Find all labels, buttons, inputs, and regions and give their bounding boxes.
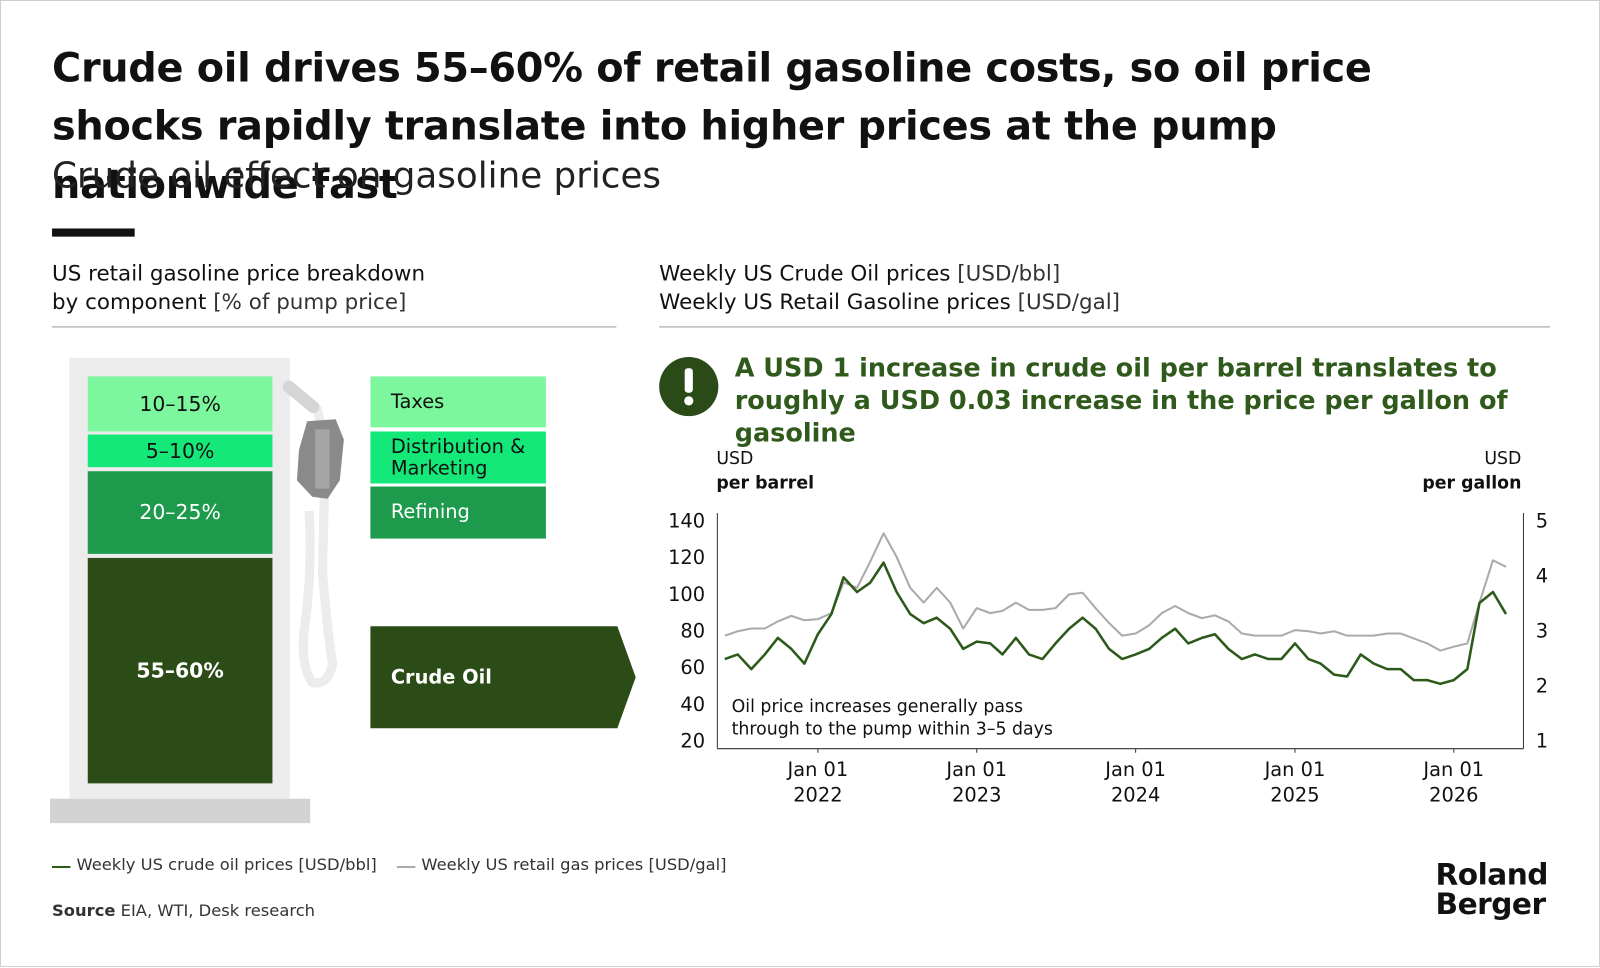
x-tick-label: Jan 01 2025 bbox=[1264, 758, 1326, 807]
y2-axis-title: per gallon bbox=[1422, 473, 1522, 494]
y-axis-unit: USD bbox=[716, 448, 754, 470]
chart-header: Weekly US Crude Oil prices [USD/bbl] Wee… bbox=[659, 259, 1120, 316]
segment-label: Crude Oil bbox=[390, 665, 492, 688]
chart-unit: [USD/bbl] bbox=[957, 261, 1061, 286]
y2-tick-label: 3 bbox=[1535, 620, 1549, 643]
segment-block bbox=[87, 471, 273, 554]
source-label: Source bbox=[52, 900, 116, 921]
segment-box bbox=[370, 486, 546, 539]
pump-base bbox=[49, 798, 311, 824]
source: Source EIA, WTI, Desk research bbox=[52, 901, 315, 920]
annotation: Oil price increases generally pass throu… bbox=[731, 696, 1053, 740]
legend-label: Weekly US crude oil prices [USD/bbl] bbox=[76, 854, 377, 875]
segment-label: Refining bbox=[390, 500, 470, 524]
logo: Roland Berger bbox=[1435, 856, 1549, 922]
segment-range: 20–25% bbox=[139, 499, 221, 525]
y2-tick-label: 5 bbox=[1535, 510, 1549, 533]
source-text: EIA, WTI, Desk research bbox=[120, 900, 316, 921]
y-tick-label: 40 bbox=[680, 693, 706, 717]
series-line bbox=[724, 561, 1508, 686]
breakdown-unit: [% of pump price] bbox=[213, 289, 407, 315]
divider bbox=[52, 326, 617, 328]
y-tick-label: 100 bbox=[668, 583, 706, 606]
logo-text: Roland bbox=[1435, 856, 1549, 892]
subtitle: Crude oil effect on gasoline prices bbox=[52, 156, 662, 197]
y-tick-label: 140 bbox=[668, 510, 706, 533]
breakdown-title: by component bbox=[52, 289, 207, 315]
segment-box bbox=[370, 431, 546, 484]
segment-box bbox=[370, 376, 546, 428]
y2-axis-label: USD per gallon bbox=[1422, 447, 1521, 496]
x-tick-label: Jan 01 2022 bbox=[787, 758, 849, 807]
segment-block bbox=[87, 434, 273, 468]
callout-icon bbox=[684, 368, 693, 393]
pump-nozzle bbox=[315, 429, 330, 489]
segment-range: 10–15% bbox=[139, 391, 221, 417]
divider bbox=[659, 326, 1550, 328]
y-tick-label: 120 bbox=[668, 546, 706, 570]
y2-tick-label: 2 bbox=[1535, 675, 1549, 698]
x-tick-label: Jan 01 2024 bbox=[1105, 758, 1166, 807]
chart-unit: [USD/gal] bbox=[1017, 289, 1121, 315]
segment-block bbox=[87, 376, 273, 432]
segment-box bbox=[370, 626, 636, 729]
legend-label: Weekly US retail gas prices [USD/gal] bbox=[421, 854, 727, 875]
breakdown-header: US retail gasoline price breakdown by co… bbox=[52, 259, 425, 316]
x-tick-label: Jan 01 2023 bbox=[946, 758, 1008, 807]
y-tick-label: 20 bbox=[680, 730, 706, 753]
segment-block bbox=[87, 557, 273, 784]
y-axis-title: per barrel bbox=[716, 473, 815, 494]
y-tick-label: 60 bbox=[680, 656, 706, 680]
pump-nozzle bbox=[282, 380, 320, 414]
logo-text: Berger bbox=[1435, 886, 1547, 922]
y-axis-label: USD per barrel bbox=[716, 447, 814, 496]
segment-range: 5–10% bbox=[145, 438, 215, 464]
series-line bbox=[724, 532, 1507, 652]
callout: A USD 1 increase in crude oil per barrel… bbox=[734, 352, 1508, 448]
callout-icon bbox=[684, 396, 694, 406]
x-tick-label: Jan 01 2026 bbox=[1423, 758, 1485, 807]
title: Crude oil drives 55–60% of retail gasoli… bbox=[52, 45, 1372, 209]
accent-bar bbox=[52, 228, 135, 237]
y2-tick-label: 1 bbox=[1535, 730, 1549, 753]
y2-tick-label: 4 bbox=[1535, 565, 1549, 588]
chart-title: Weekly US Crude Oil prices bbox=[659, 261, 951, 286]
segment-range: 55–60% bbox=[136, 657, 224, 683]
y-tick-label: 80 bbox=[680, 620, 706, 643]
segment-label: Taxes bbox=[390, 390, 445, 413]
segment-label: Distribution & Marketing bbox=[390, 435, 526, 479]
legend-swatch bbox=[396, 865, 416, 869]
breakdown-title: US retail gasoline price breakdown bbox=[52, 261, 426, 286]
pump-hose bbox=[286, 383, 338, 688]
legend-swatch bbox=[52, 865, 71, 869]
chart-title: Weekly US Retail Gasoline prices bbox=[659, 289, 1011, 315]
y2-axis-unit: USD bbox=[1484, 448, 1522, 470]
